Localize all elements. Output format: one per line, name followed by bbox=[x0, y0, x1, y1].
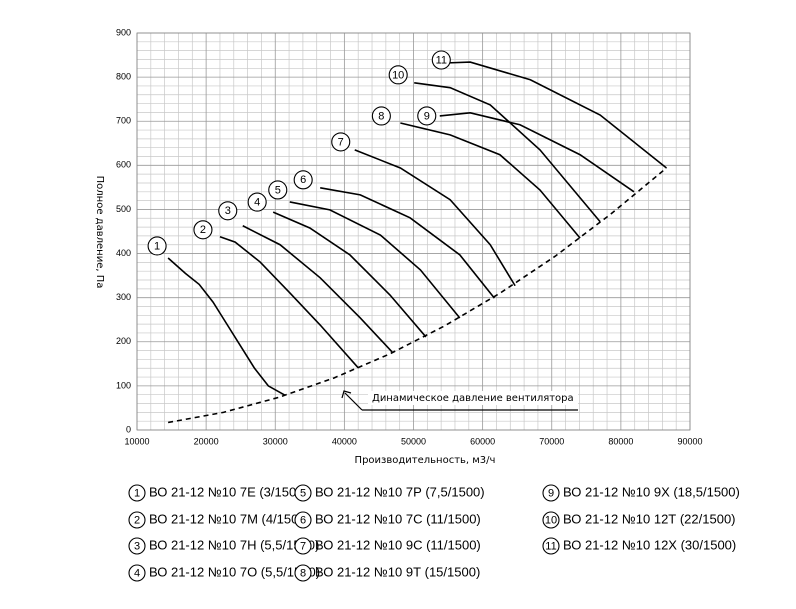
legend-label: ВО 21-12 №10 7Н (5,5/1500) bbox=[149, 537, 319, 552]
legend-label: ВО 21-12 №10 7Р (7,5/1500) bbox=[315, 484, 485, 499]
plot-frame bbox=[136, 32, 691, 431]
legend-number: 7 bbox=[300, 540, 306, 552]
y-tick-label: 0 bbox=[126, 424, 131, 434]
curve-number-circle bbox=[293, 170, 313, 190]
x-tick-label: 90000 bbox=[677, 436, 702, 446]
y-axis-label: Полное давление, Па bbox=[94, 176, 105, 289]
legend-label: ВО 21-12 №10 7Е (3/1500) bbox=[149, 484, 308, 499]
curve-number-circle bbox=[431, 50, 451, 70]
curve-number-circle bbox=[147, 236, 167, 256]
fan-curve bbox=[400, 122, 581, 239]
legend-number-circle bbox=[294, 564, 312, 582]
curve-number: 2 bbox=[200, 224, 206, 236]
legend-number: 8 bbox=[300, 567, 306, 579]
legend-number: 2 bbox=[134, 514, 140, 526]
fan-curve bbox=[272, 211, 427, 338]
legend-label: ВО 21-12 №10 7О (5,5/1500) bbox=[149, 564, 320, 579]
x-tick-label: 80000 bbox=[608, 436, 633, 446]
y-tick-label: 900 bbox=[116, 27, 131, 37]
legend-number-circle bbox=[294, 484, 312, 502]
legend-number: 9 bbox=[548, 487, 554, 499]
legend-number: 5 bbox=[300, 487, 306, 499]
legend-label: ВО 21-12 №10 9Т (15/1500) bbox=[315, 564, 480, 579]
legend-number-circle bbox=[294, 511, 312, 529]
fan-curve bbox=[414, 82, 601, 223]
curve-number-circle bbox=[417, 106, 437, 126]
legend-label: ВО 21-12 №10 9С (11/1500) bbox=[315, 537, 481, 552]
x-tick-label: 60000 bbox=[470, 436, 495, 446]
fan-curve bbox=[167, 257, 286, 396]
x-tick-label: 30000 bbox=[263, 436, 288, 446]
fan-curve bbox=[219, 236, 359, 369]
legend-label: ВО 21-12 №10 12Х (30/1500) bbox=[563, 537, 736, 552]
legend-number-circle bbox=[128, 537, 146, 555]
legend-number: 6 bbox=[300, 514, 306, 526]
curve-number-circle bbox=[218, 201, 238, 221]
fan-curve bbox=[242, 225, 393, 353]
curve-number: 11 bbox=[436, 54, 447, 66]
y-tick-label: 100 bbox=[116, 380, 131, 390]
y-tick-label: 200 bbox=[116, 336, 131, 346]
curve-number: 7 bbox=[338, 136, 344, 148]
curve-number-circle bbox=[247, 192, 267, 212]
x-tick-label: 50000 bbox=[401, 436, 426, 446]
y-tick-label: 800 bbox=[116, 71, 131, 81]
curve-number: 3 bbox=[225, 205, 231, 217]
annotation: Динамическое давление вентилятора bbox=[372, 393, 574, 404]
y-tick-label: 700 bbox=[116, 116, 131, 126]
y-tick-label: 400 bbox=[116, 248, 131, 258]
curve-number-circle bbox=[193, 220, 213, 240]
x-axis-label: Производительность, м3/ч bbox=[355, 455, 496, 466]
x-tick-label: 20000 bbox=[194, 436, 219, 446]
fan-curve bbox=[439, 112, 635, 193]
legend-label: ВО 21-12 №10 7С (11/1500) bbox=[315, 511, 481, 526]
legend-number: 1 bbox=[134, 487, 140, 499]
curve-number-circle bbox=[331, 132, 351, 152]
legend-number-circle bbox=[542, 484, 560, 502]
reference-line bbox=[167, 167, 668, 424]
curve-number-circle bbox=[268, 180, 288, 200]
legend-number: 10 bbox=[545, 514, 557, 526]
legend-number-circle bbox=[542, 537, 560, 555]
curve-number-circle bbox=[388, 65, 408, 85]
legend-number-circle bbox=[542, 511, 560, 529]
curve-number: 5 bbox=[275, 184, 281, 196]
curve-number: 1 bbox=[154, 240, 160, 252]
annotation-bg bbox=[368, 391, 578, 405]
y-tick-label: 300 bbox=[116, 292, 131, 302]
curve-number: 6 bbox=[300, 174, 306, 186]
curve-number-circle bbox=[371, 106, 391, 126]
x-tick-label: 70000 bbox=[539, 436, 564, 446]
x-tick-label: 10000 bbox=[124, 436, 149, 446]
legend-label: ВО 21-12 №10 12Т (22/1500) bbox=[563, 511, 736, 526]
legend-number-circle bbox=[128, 564, 146, 582]
legend-number-circle bbox=[294, 537, 312, 555]
legend-number: 3 bbox=[134, 540, 140, 552]
curve-number: 10 bbox=[392, 69, 404, 81]
fan-curve bbox=[354, 149, 516, 287]
legend-number-circle bbox=[128, 484, 146, 502]
annotation-arrowhead bbox=[341, 390, 352, 399]
legend-number-circle bbox=[128, 511, 146, 529]
legend-label: ВО 21-12 №10 9Х (18,5/1500) bbox=[563, 484, 740, 499]
y-tick-label: 600 bbox=[116, 160, 131, 170]
curve-number: 4 bbox=[254, 196, 260, 208]
curve-number: 9 bbox=[424, 110, 430, 122]
fan-curve bbox=[320, 187, 496, 299]
fan-curve bbox=[445, 61, 667, 169]
curve-number: 8 bbox=[378, 110, 384, 122]
fan-curve bbox=[289, 201, 461, 319]
x-tick-label: 40000 bbox=[332, 436, 357, 446]
legend-number: 11 bbox=[545, 540, 556, 552]
y-tick-label: 500 bbox=[116, 204, 131, 214]
annotation-arrow bbox=[344, 392, 363, 411]
legend-label: ВО 21-12 №10 7М (4/1500) bbox=[149, 511, 310, 526]
legend-number: 4 bbox=[134, 567, 140, 579]
